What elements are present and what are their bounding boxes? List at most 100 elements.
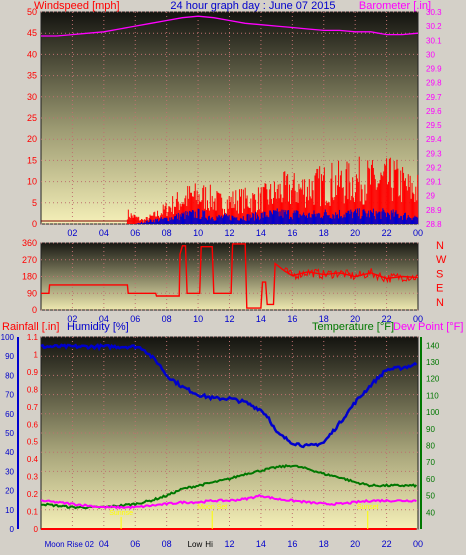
humidity-tick-label: 60 [5,410,14,419]
temperature-tick-label: 130 [426,358,440,367]
event-label: Sunrise [109,510,133,517]
direction-tick-label: 360 [22,238,37,248]
wind-tick-label: 45 [27,28,37,38]
rainfall-tick-label: 0.7 [27,403,39,412]
time-tick-label: 12 [224,314,234,324]
time-tick-label: 08 [162,539,172,549]
temperature-tick-label: 50 [426,492,435,501]
graph-title: 24 hour graph day : June 07 2015 [170,0,335,12]
rainfall-tick-label: 0.3 [27,473,39,482]
time-tick-label: 12 [224,539,234,549]
rainfall-tick-label: 0.5 [27,438,39,447]
time-tick-label: 06 [130,314,140,324]
barometer-tick-label: 28.8 [426,220,442,229]
humidity-tick-label: 40 [5,448,14,457]
rainfall-tick-label: 1 [34,350,39,359]
time-tick-label: 06 [130,539,140,549]
humidity-tick-label: 70 [5,391,14,400]
time-tick-label: 20 [350,314,360,324]
time-marker-label: Low [188,540,203,549]
rainfall-axis-title: Rainfall [.in] [2,321,59,333]
time-tick-label: 10 [193,314,203,324]
wind-tick-label: 30 [27,92,37,102]
rainfall-tick-label: 0.9 [27,368,39,377]
temperature-tick-label: 90 [426,425,435,434]
rainfall-tick-label: 0.2 [27,490,39,499]
barometer-tick-label: 29.4 [426,135,442,144]
wind-direction-line [41,243,419,309]
direction-tick-label: 270 [22,255,37,265]
humidity-axis-title: Humidity [%] [67,321,129,333]
barometer-line [41,15,419,37]
time-tick-label: 02 [67,228,77,238]
time-tick-label: 02 [67,314,77,324]
direction-tick-label: 90 [27,288,37,298]
time-tick-label: 14 [256,228,266,238]
humidity-tick-label: 100 [1,333,15,342]
barometer-tick-label: 30.3 [426,8,442,17]
data-series [40,15,419,530]
direction-tick-label: 180 [22,272,37,282]
time-tick-label: 16 [287,539,297,549]
barometer-tick-label: 29.7 [426,93,442,102]
barometer-tick-label: 30.1 [426,36,442,45]
time-tick-label: 20 [350,228,360,238]
time-tick-label: 22 [382,228,392,238]
humidity-tick-label: 90 [5,352,14,361]
time-tick-label: 20 [350,539,360,549]
barometer-axis-title: Barometer [.in] [359,0,431,12]
time-tick-label: 16 [287,314,297,324]
barometer-tick-label: 29.6 [426,107,442,116]
event-label: Sunset [357,504,379,511]
time-tick-label: 06 [130,228,140,238]
time-tick-label: 00 [413,314,423,324]
time-tick-label: 08 [162,314,172,324]
time-tick-label: 22 [382,314,392,324]
time-tick-label: 04 [99,539,109,549]
temperature-tick-label: 120 [426,375,440,384]
wind-tick-label: 35 [27,71,37,81]
wind-tick-label: 20 [27,134,37,144]
dewpoint-line [40,493,417,510]
temperature-tick-label: 40 [426,508,435,517]
direction-tick-label: 0 [32,305,37,315]
time-tick-label: 14 [256,539,266,549]
compass-label: S [436,268,443,280]
wind-tick-label: 0 [32,219,37,229]
wind-tick-label: 40 [27,49,37,59]
time-tick-label: 04 [99,228,109,238]
barometer-tick-label: 29 [426,192,435,201]
rainfall-tick-label: 0 [34,525,39,534]
wind-tick-label: 25 [27,113,37,123]
humidity-tick-label: 0 [10,525,15,534]
time-tick-label: 00 [413,228,423,238]
temperature-tick-label: 140 [426,341,440,350]
barometer-tick-label: 29.3 [426,149,442,158]
barometer-tick-label: 28.9 [426,206,442,215]
wind-average-series [135,208,419,224]
time-tick-label: 14 [256,314,266,324]
time-tick-label: 18 [319,228,329,238]
windspeed-axis-title: Windspeed [mph] [34,0,120,12]
temperature-tick-label: 80 [426,442,435,451]
barometer-tick-label: 29.2 [426,163,442,172]
rainfall-tick-label: 1.1 [27,333,39,342]
barometer-tick-label: 29.1 [426,178,442,187]
time-tick-label: 00 [413,539,423,549]
barometer-tick-label: 30.2 [426,22,442,31]
compass-label: E [436,283,443,295]
time-marker-label: Hi [205,540,213,549]
rainfall-tick-label: 0.8 [27,385,39,394]
barometer-tick-label: 29.9 [426,65,442,74]
humidity-tick-label: 80 [5,371,14,380]
temperature-tick-label: 60 [426,475,435,484]
barometer-tick-label: 29.5 [426,121,442,130]
time-tick-label: 04 [99,314,109,324]
time-tick-label: 18 [319,314,329,324]
humidity-tick-label: 10 [5,506,14,515]
time-marker-label: Moon Rise 02 [45,540,95,549]
dewpoint-axis-title: Dew Point [°F] [393,321,463,333]
rainfall-tick-label: 0.1 [27,508,39,517]
